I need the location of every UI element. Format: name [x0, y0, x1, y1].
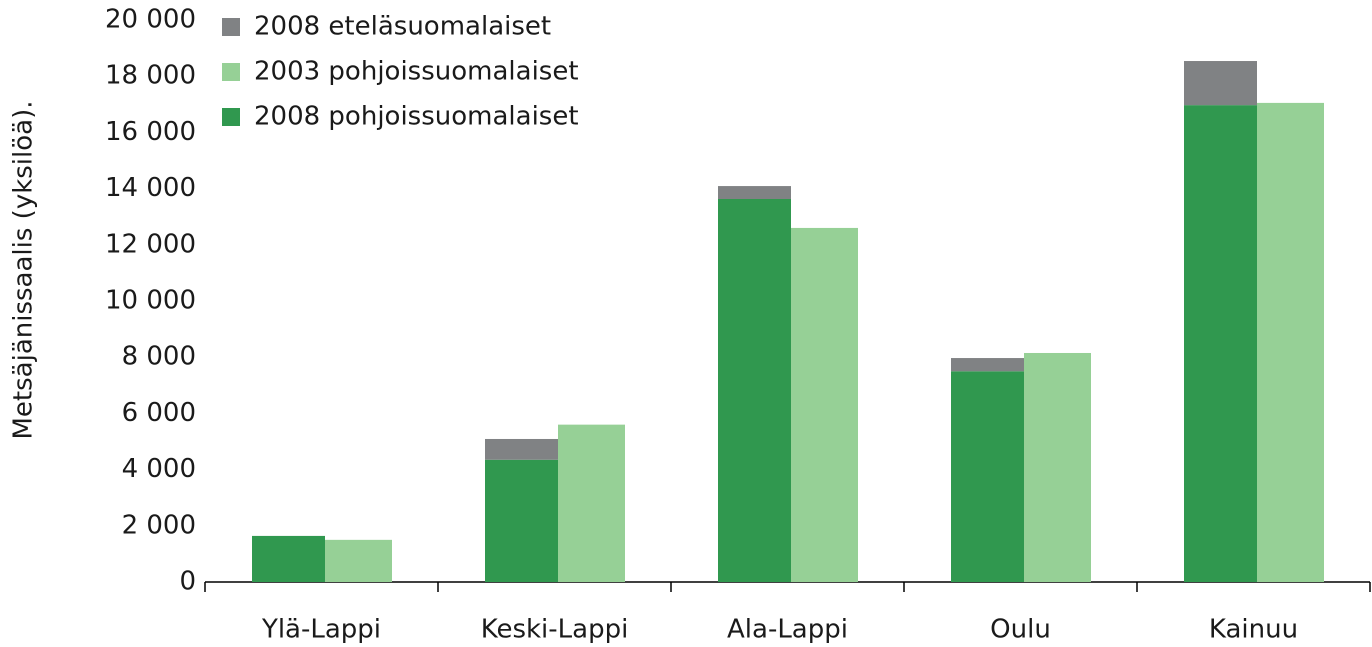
legend-swatch: [222, 108, 240, 126]
bar: [951, 371, 1024, 582]
bar: [718, 186, 791, 199]
x-tick-label: Ylä-Lappi: [261, 615, 381, 645]
bar: [791, 227, 858, 582]
y-tick-label: 10 000: [105, 286, 196, 316]
bar: [1024, 352, 1091, 582]
bar: [325, 539, 392, 582]
bar: [485, 438, 558, 460]
bar: [252, 535, 325, 582]
legend-swatch: [222, 18, 240, 36]
legend-label: 2003 pohjoissuomalaiset: [254, 57, 579, 87]
y-tick-label: 14 000: [105, 173, 196, 203]
x-tick-label: Ala-Lappi: [727, 615, 848, 645]
y-tick-label: 4 000: [122, 454, 196, 484]
bar: [485, 459, 558, 582]
y-tick-label: 8 000: [122, 342, 196, 372]
y-tick-label: 0: [179, 567, 196, 597]
y-tick-label: 6 000: [122, 398, 196, 428]
legend-label: 2008 eteläsuomalaiset: [254, 12, 551, 42]
y-tick-label: 2 000: [122, 510, 196, 540]
y-tick-label: 12 000: [105, 229, 196, 259]
x-tick-label: Kainuu: [1209, 615, 1298, 645]
y-axis-title: Metsäjänissaalis (yksilöä).: [9, 100, 39, 439]
x-tick-label: Oulu: [990, 615, 1051, 645]
bar: [1257, 102, 1324, 583]
y-tick-label: 18 000: [105, 61, 196, 91]
bar: [1184, 105, 1257, 582]
bar: [951, 358, 1024, 372]
x-tick-label: Keski-Lappi: [481, 615, 629, 645]
bar: [1184, 61, 1257, 106]
legend-swatch: [222, 63, 240, 81]
bar: [558, 424, 625, 582]
legend-label: 2008 pohjoissuomalaiset: [254, 102, 579, 132]
y-tick-label: 16 000: [105, 117, 196, 147]
y-tick-label: 20 000: [105, 5, 196, 35]
bar: [718, 198, 791, 582]
